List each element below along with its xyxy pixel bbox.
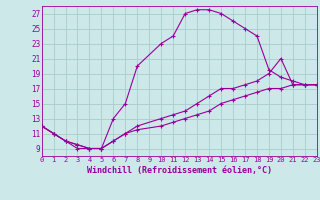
- X-axis label: Windchill (Refroidissement éolien,°C): Windchill (Refroidissement éolien,°C): [87, 166, 272, 175]
